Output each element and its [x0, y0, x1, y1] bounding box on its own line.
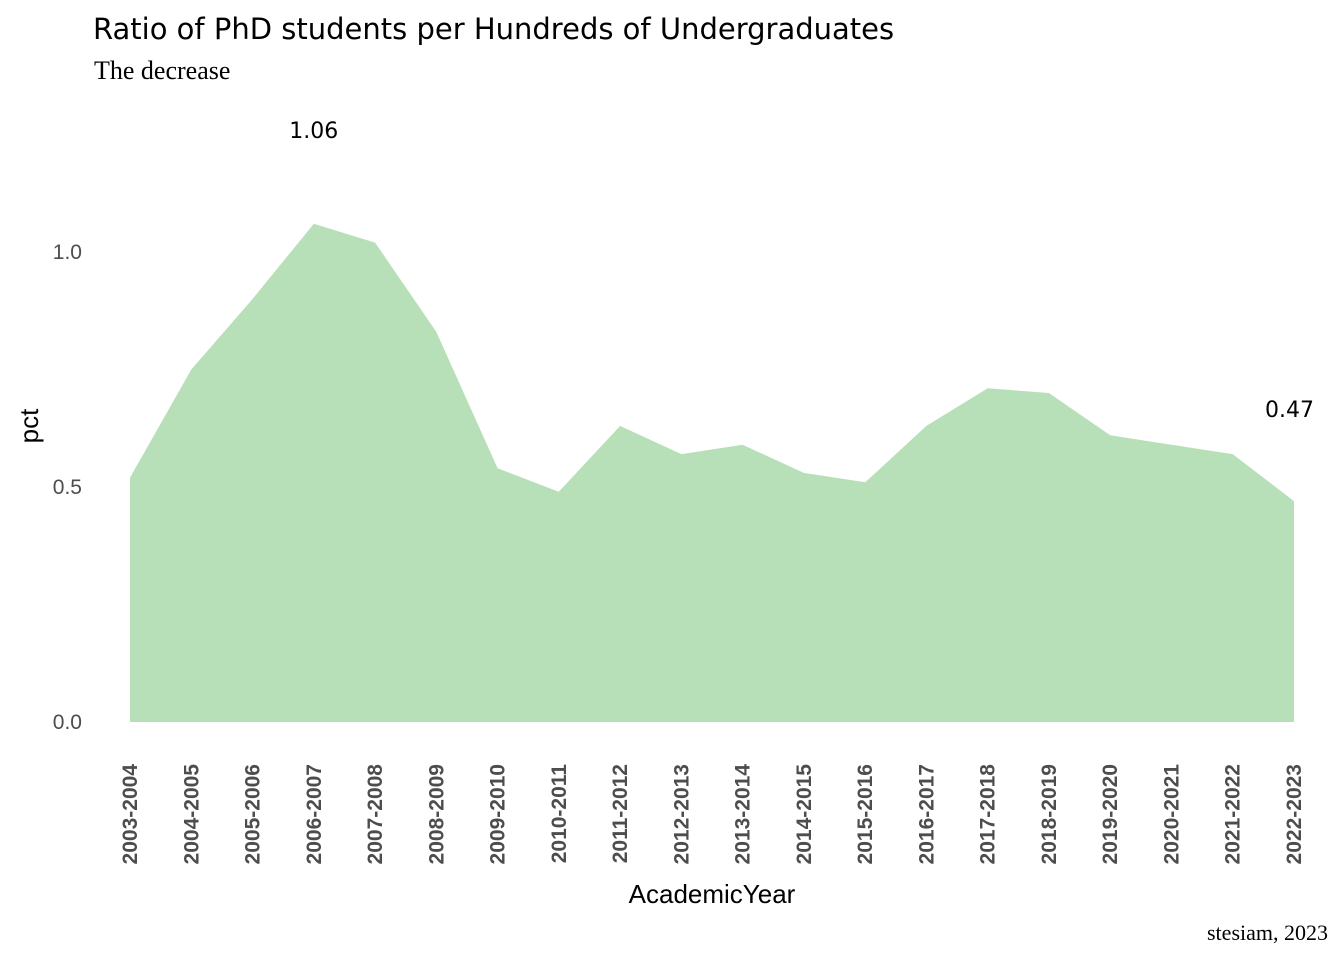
y-axis-ticks: 0.0 0.5 1.0 [53, 241, 82, 734]
y-axis-label: pct [14, 408, 44, 443]
x-tick-label: 2006-2007 [303, 764, 326, 864]
chart-caption: stesiam, 2023 [1207, 920, 1328, 945]
y-tick-label: 1.0 [53, 241, 82, 264]
plot-area [130, 223, 1294, 723]
x-tick-label: 2013-2014 [732, 764, 755, 865]
x-tick-label: 2011-2012 [609, 764, 632, 863]
x-tick-label: 2012-2013 [670, 764, 693, 864]
x-tick-label: 2019-2020 [1099, 764, 1122, 864]
y-tick-label: 0.0 [53, 711, 82, 734]
data-label: 0.47 [1265, 398, 1314, 423]
x-tick-label: 2021-2022 [1222, 764, 1245, 864]
x-tick-label: 2004-2005 [180, 764, 203, 865]
x-tick-label: 2003-2004 [119, 764, 142, 865]
x-axis-ticks: 2003-2004 2004-2005 2005-2006 2006-2007 2007… [119, 764, 1306, 865]
chart-title: Ratio of PhD students per Hundreds of Un… [93, 12, 894, 46]
area-series [130, 223, 1294, 723]
x-tick-label: 2010-2011 [548, 764, 571, 864]
x-tick-label: 2015-2016 [854, 764, 877, 864]
data-label: 1.06 [289, 119, 338, 144]
x-tick-label: 2007-2008 [364, 764, 387, 865]
x-tick-label: 2009-2010 [487, 764, 510, 864]
chart-subtitle: The decrease [94, 56, 230, 85]
data-labels: 1.06 0.47 [289, 119, 1314, 423]
x-tick-label: 2016-2017 [915, 764, 938, 864]
x-tick-label: 2005-2006 [242, 764, 265, 864]
x-tick-label: 2020-2021 [1161, 764, 1184, 865]
x-tick-label: 2008-2009 [425, 764, 448, 864]
x-axis-label: AcademicYear [629, 879, 796, 909]
y-tick-label: 0.5 [53, 476, 82, 499]
x-tick-label: 2014-2015 [793, 764, 816, 865]
x-tick-label: 2017-2018 [977, 764, 1000, 865]
x-tick-label: 2022-2023 [1283, 764, 1306, 864]
x-tick-label: 2018-2019 [1038, 764, 1061, 864]
